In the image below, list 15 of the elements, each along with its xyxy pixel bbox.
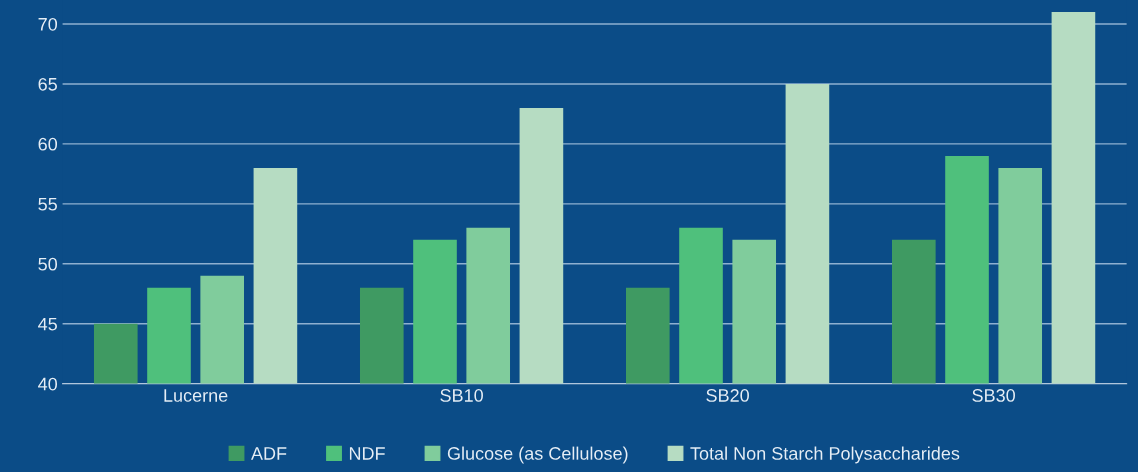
legend-label: ADF [251,447,287,460]
y-tick-label: 45 [38,317,57,331]
x-tick-label: SB20 [706,389,749,402]
x-tick-label: SB10 [440,389,483,402]
x-tick-label: SB30 [972,389,1015,402]
legend-label: Glucose (as Cellulose) [447,446,628,464]
y-tick-label: 40 [38,377,58,391]
y-tick-label: 50 [38,257,58,271]
legend-label: NDF [349,447,385,460]
y-tick-label: 70 [38,17,58,31]
y-tick-label: 60 [38,137,58,151]
legend-label: Total Non Starch Polysaccharides [690,446,960,464]
x-tick-label: Lucerne [164,389,228,402]
y-tick-label: 65 [38,77,57,91]
y-tick-label: 55 [38,197,57,211]
